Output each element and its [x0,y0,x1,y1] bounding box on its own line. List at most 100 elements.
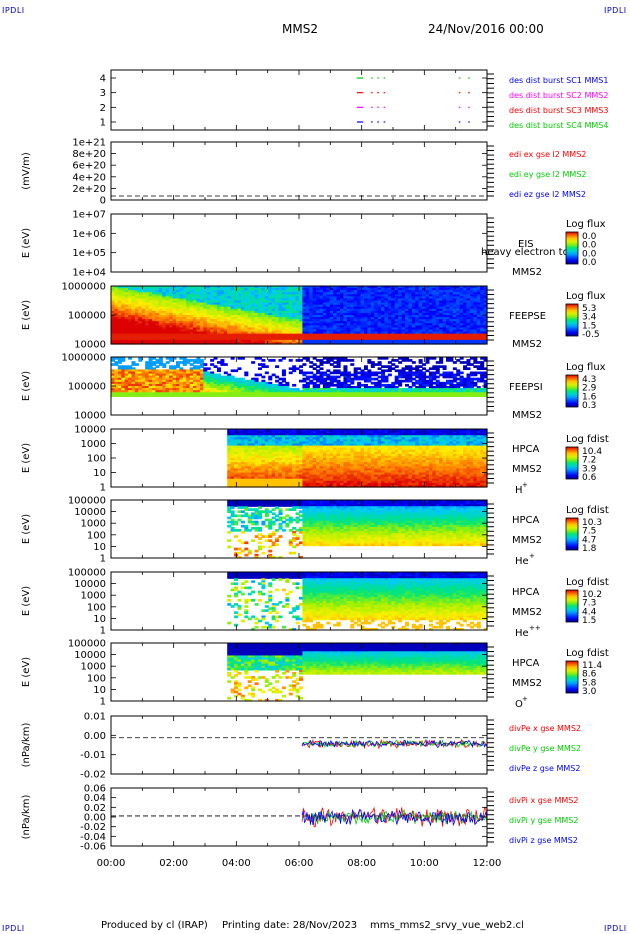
spectrogram-cell [124,294,129,297]
spectrogram-cell [309,321,314,324]
spectrogram-cell [466,377,471,381]
spectrogram-cell [357,341,362,345]
spectrogram-cell [193,296,198,300]
spectrogram-cell [401,379,406,383]
spectrogram-cell [299,392,304,395]
spectrogram-cell [391,394,396,397]
y-tick-label: 100000 [68,382,106,393]
spectrogram-cell [162,371,167,375]
spectrogram-cell [442,386,447,389]
spectrogram-cell [182,300,187,304]
spectrogram-cell [128,335,133,339]
spectrogram-cell [363,319,368,322]
spectrogram-cell [312,304,317,308]
spectrogram-cell [408,365,413,368]
spectrogram-cell [333,331,338,335]
spectrogram-cell [367,361,372,364]
spectrogram-cell [247,392,252,395]
spectrogram-cell [422,379,427,383]
spectrogram-cell [148,369,153,373]
spectrogram-cell [326,296,331,300]
spectrogram-cell [292,302,297,306]
spectrogram-cell [483,331,488,335]
corner-label-top-left: IPDLI [2,6,25,15]
spectrogram-cell [175,337,180,341]
spectrogram-cell [179,377,184,381]
spectrogram-cell [363,290,368,293]
spectrogram-cell [124,308,129,312]
spectrogram-cell [210,363,215,366]
spectrogram-cell [340,383,345,387]
spectrogram-cell [398,288,403,291]
spectrogram-cell [415,308,420,312]
spectrogram-cell [278,359,283,362]
spectrogram-cell [131,339,136,343]
spectrogram-cell [261,323,266,326]
spectrogram-cell [199,335,204,339]
spectrogram-cell [285,386,290,389]
spectrogram-cell [244,312,249,316]
spectrogram-cell [322,333,327,337]
spectrogram-cell [223,319,228,322]
spectrogram-cell [244,302,249,306]
spectrogram-cell [391,300,396,304]
spectrogram-cell [360,333,365,337]
spectrogram-cell [234,476,239,480]
spectrogram-cell [288,371,293,375]
spectrogram-cell [134,310,139,314]
spectrogram-cell [384,312,389,316]
spectrogram-cell [422,388,427,391]
spectrogram-cell [439,392,444,395]
spectrogram-cell [152,392,157,395]
spectrogram-cell [367,319,372,322]
spectrogram-cell [374,290,379,293]
spectrogram-cell [169,371,174,375]
spectrogram-cell [384,310,389,314]
spectrogram-cell [374,308,379,312]
spectrogram-cell [415,369,420,373]
spectrogram-cell [449,331,454,335]
spectrogram-cell [134,327,139,331]
spectrogram-cell [162,306,167,310]
spectrogram-cell [357,371,362,375]
spectrogram-cell [469,286,474,289]
spectrogram-cell [408,292,413,295]
spectrogram-cell [432,315,437,318]
spectrogram-cell [230,317,235,320]
spectrogram-cell [281,319,286,322]
spectrogram-cell [432,325,437,329]
spectrogram-cell [319,394,324,397]
spectrogram-cell [350,292,355,295]
spectrogram-cell [196,357,201,360]
spectrogram-cell [469,394,474,397]
spectrogram-cell [206,390,211,393]
spectrogram-cell [213,335,218,339]
spectrogram-cell [425,341,430,345]
spectrogram-cell [449,302,454,306]
spectrogram-cell [247,319,252,322]
spectrogram-cell [227,386,232,389]
spectrogram-cell [374,298,379,302]
spectrogram-cell [220,304,225,308]
spectrogram-cell [292,367,297,371]
spectrogram-cell [189,302,194,306]
spectrogram-cell [155,315,160,318]
spectrogram-cell [234,443,239,447]
spectrogram-cell [193,381,198,385]
spectrogram-cell [322,339,327,343]
spectrogram-cell [285,327,290,331]
spectrogram-cell [329,312,334,316]
spectrogram-cell [261,375,266,379]
spectrogram-cell [203,315,208,318]
spectrogram-cell [445,392,450,395]
spectrogram-cell [480,373,485,377]
spectrogram-cell [134,373,139,377]
spectrogram-cell [415,319,420,322]
spectrogram-cell [162,312,167,316]
spectrogram-cell [117,365,122,368]
spectrogram-cell [459,288,464,291]
spectrogram-cell [175,394,180,397]
spectrogram-cell [268,308,273,312]
spectrogram-cell [476,367,481,371]
spectrogram-cell [319,363,324,366]
